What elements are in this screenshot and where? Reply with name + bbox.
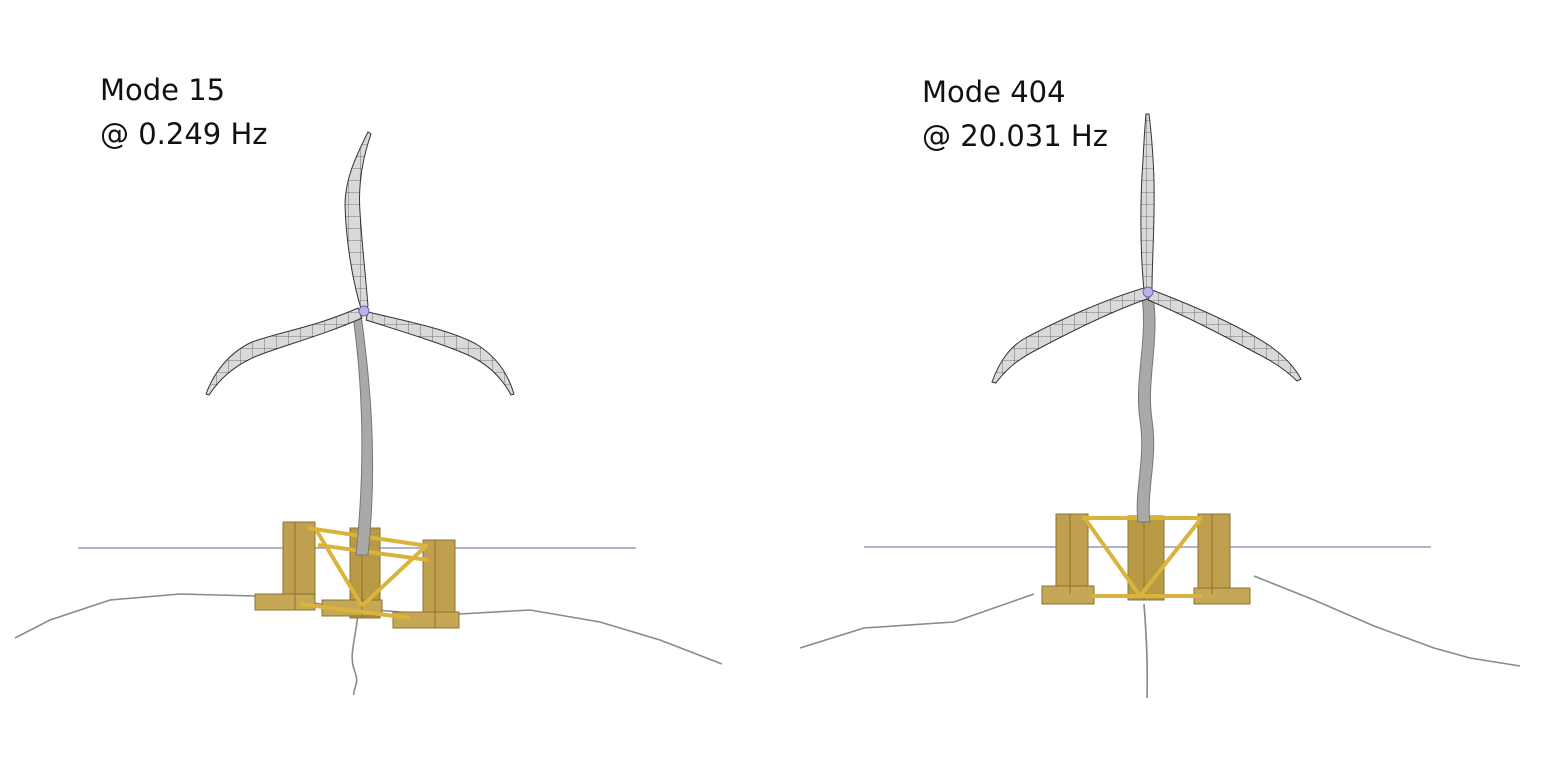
floating-platform	[1041, 513, 1251, 605]
tower	[352, 313, 374, 556]
mode-label-left: Mode 15 @ 0.249 Hz	[100, 68, 268, 156]
blade-left	[991, 287, 1151, 384]
mode-frequency-right: @ 20.031 Hz	[922, 119, 1108, 153]
mode-label-right: Mode 404 @ 20.031 Hz	[922, 70, 1108, 158]
seabed-line-right	[1253, 575, 1521, 667]
mooring-line	[351, 611, 359, 696]
seabed-line-left	[799, 593, 1035, 649]
hub	[1142, 286, 1154, 298]
mode-frequency-left: @ 0.249 Hz	[100, 117, 268, 151]
mode-shape-panel-left: Mode 15 @ 0.249 Hz	[14, 68, 723, 696]
blade-up	[1140, 113, 1155, 291]
floating-platform	[254, 521, 460, 629]
mode-shape-figure-left	[14, 131, 723, 696]
blade-up	[344, 131, 372, 313]
mode-number-left: Mode 15	[100, 73, 226, 107]
hub	[358, 305, 370, 317]
blade-right	[365, 311, 515, 396]
blade-left	[205, 307, 363, 396]
mode-number-right: Mode 404	[922, 75, 1066, 109]
mode-shape-figure-right	[799, 113, 1521, 699]
tower	[1136, 295, 1156, 523]
mooring-line	[1143, 603, 1149, 699]
blade-right	[1147, 289, 1302, 382]
mode-shape-panel-right: Mode 404 @ 20.031 Hz	[774, 0, 1548, 762]
